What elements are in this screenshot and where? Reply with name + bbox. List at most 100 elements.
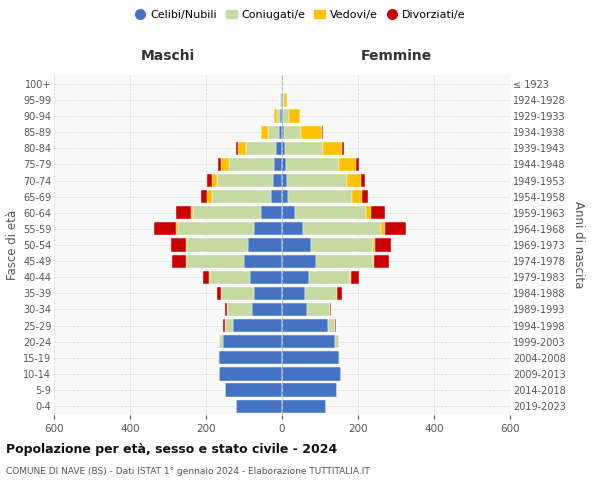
Bar	[227, 303, 251, 316]
Bar	[295, 206, 365, 220]
Bar	[316, 254, 373, 268]
Bar	[285, 142, 323, 155]
Bar	[176, 222, 178, 235]
Bar	[282, 190, 288, 203]
Bar	[279, 126, 282, 139]
Bar	[362, 190, 367, 203]
Bar	[274, 158, 282, 171]
Bar	[282, 384, 337, 396]
Bar	[289, 110, 300, 122]
Bar	[191, 206, 193, 220]
Bar	[352, 190, 362, 203]
Bar	[342, 142, 344, 155]
Text: Maschi: Maschi	[141, 49, 195, 63]
Bar	[186, 254, 187, 268]
Bar	[307, 303, 329, 316]
Bar	[246, 142, 277, 155]
Bar	[282, 206, 295, 220]
Bar	[329, 303, 331, 316]
Bar	[323, 142, 342, 155]
Bar	[351, 270, 359, 284]
Bar	[381, 222, 385, 235]
Bar	[282, 222, 303, 235]
Bar	[277, 142, 282, 155]
Bar	[282, 126, 284, 139]
Bar	[217, 286, 221, 300]
Text: Femmine: Femmine	[361, 49, 431, 63]
Bar	[186, 238, 187, 252]
Bar	[176, 206, 191, 220]
Bar	[283, 94, 284, 106]
Bar	[282, 174, 287, 187]
Bar	[172, 254, 186, 268]
Bar	[193, 206, 261, 220]
Bar	[303, 222, 381, 235]
Bar	[282, 110, 283, 122]
Bar	[280, 110, 282, 122]
Bar	[339, 351, 340, 364]
Bar	[274, 110, 277, 122]
Bar	[236, 400, 282, 412]
Bar	[282, 286, 305, 300]
Bar	[210, 270, 250, 284]
Bar	[282, 94, 283, 106]
Bar	[282, 238, 311, 252]
Bar	[308, 270, 350, 284]
Bar	[280, 94, 281, 106]
Bar	[277, 110, 280, 122]
Bar	[248, 238, 282, 252]
Y-axis label: Fasce di età: Fasce di età	[5, 210, 19, 280]
Bar	[218, 158, 221, 171]
Bar	[282, 400, 326, 412]
Bar	[282, 351, 339, 364]
Bar	[154, 222, 176, 235]
Bar	[288, 190, 352, 203]
Bar	[225, 303, 227, 316]
Bar	[385, 222, 406, 235]
Bar	[282, 142, 285, 155]
Bar	[178, 222, 254, 235]
Bar	[220, 351, 282, 364]
Bar	[233, 319, 282, 332]
Bar	[311, 238, 373, 252]
Bar	[335, 335, 339, 348]
Bar	[356, 158, 359, 171]
Bar	[282, 270, 308, 284]
Bar	[187, 238, 248, 252]
Bar	[375, 238, 391, 252]
Bar	[251, 303, 282, 316]
Bar	[171, 238, 186, 252]
Bar	[229, 158, 274, 171]
Bar	[283, 110, 289, 122]
Bar	[221, 286, 254, 300]
Bar	[223, 319, 225, 332]
Bar	[282, 319, 328, 332]
Bar	[220, 335, 223, 348]
Bar	[254, 222, 282, 235]
Bar	[281, 94, 282, 106]
Legend: Celibi/Nubili, Coniugati/e, Vedovi/e, Divorziati/e: Celibi/Nubili, Coniugati/e, Vedovi/e, Di…	[130, 6, 470, 25]
Bar	[287, 174, 347, 187]
Bar	[261, 126, 268, 139]
Bar	[225, 384, 282, 396]
Bar	[374, 254, 389, 268]
Bar	[272, 174, 282, 187]
Bar	[220, 368, 282, 380]
Bar	[254, 286, 282, 300]
Bar	[365, 206, 371, 220]
Bar	[207, 174, 212, 187]
Bar	[223, 335, 282, 348]
Bar	[282, 368, 341, 380]
Bar	[350, 270, 351, 284]
Bar	[261, 206, 282, 220]
Bar	[282, 254, 316, 268]
Bar	[281, 78, 282, 90]
Bar	[207, 190, 212, 203]
Bar	[301, 126, 322, 139]
Bar	[244, 254, 282, 268]
Bar	[221, 158, 229, 171]
Bar	[371, 206, 385, 220]
Y-axis label: Anni di nascita: Anni di nascita	[572, 202, 585, 288]
Bar	[373, 254, 374, 268]
Bar	[286, 158, 339, 171]
